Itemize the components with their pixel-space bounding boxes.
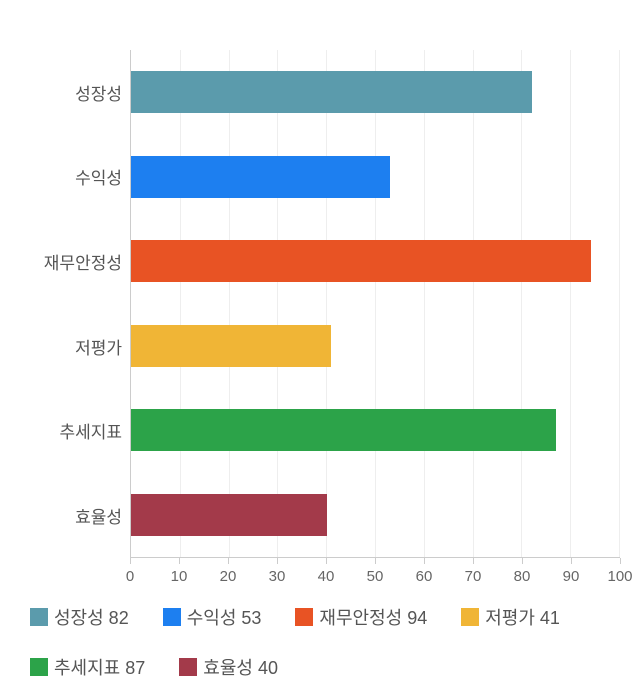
y-label: 재무안정성 [20,231,122,293]
bars [131,50,620,557]
y-label: 수익성 [20,146,122,208]
legend: 성장성 82 수익성 53 재무안정성 94 저평가 41 추세지표 87 효율… [30,604,620,680]
plot-area [130,50,620,558]
chart-plot-region: 성장성 수익성 재무안정성 저평가 추세지표 효율성 [20,20,620,558]
legend-label: 추세지표 87 [54,654,145,680]
bar-trend [131,409,556,451]
x-ticks: 0 10 20 30 40 50 60 70 80 90 100 [130,558,620,564]
bar-row [131,146,620,208]
legend-item: 추세지표 87 [30,654,145,680]
legend-item: 효율성 40 [179,654,278,680]
legend-swatch [179,658,197,676]
bar-stability [131,240,591,282]
legend-item: 재무안정성 94 [295,604,427,630]
legend-label: 수익성 53 [187,604,262,630]
bar-undervalued [131,325,331,367]
bar-efficiency [131,494,327,536]
legend-swatch [30,658,48,676]
legend-label: 저평가 41 [485,604,560,630]
legend-swatch [163,608,181,626]
legend-swatch [30,608,48,626]
legend-item: 저평가 41 [461,604,560,630]
legend-item: 성장성 82 [30,604,129,630]
legend-item: 수익성 53 [163,604,262,630]
y-label: 성장성 [20,61,122,123]
bar-growth [131,71,532,113]
y-label: 추세지표 [20,400,122,462]
bar-row [131,230,620,292]
bar-row [131,399,620,461]
x-axis: 0 10 20 30 40 50 60 70 80 90 100 [130,558,620,564]
bar-row [131,61,620,123]
bar-chart: 성장성 수익성 재무안정성 저평가 추세지표 효율성 [20,20,620,680]
bar-row [131,315,620,377]
legend-label: 성장성 82 [54,604,129,630]
y-label: 효율성 [20,485,122,547]
legend-swatch [295,608,313,626]
bar-profitability [131,156,390,198]
legend-label: 효율성 40 [203,654,278,680]
legend-swatch [461,608,479,626]
y-axis: 성장성 수익성 재무안정성 저평가 추세지표 효율성 [20,50,130,558]
y-label: 저평가 [20,315,122,377]
bar-row [131,484,620,546]
legend-label: 재무안정성 94 [319,604,427,630]
